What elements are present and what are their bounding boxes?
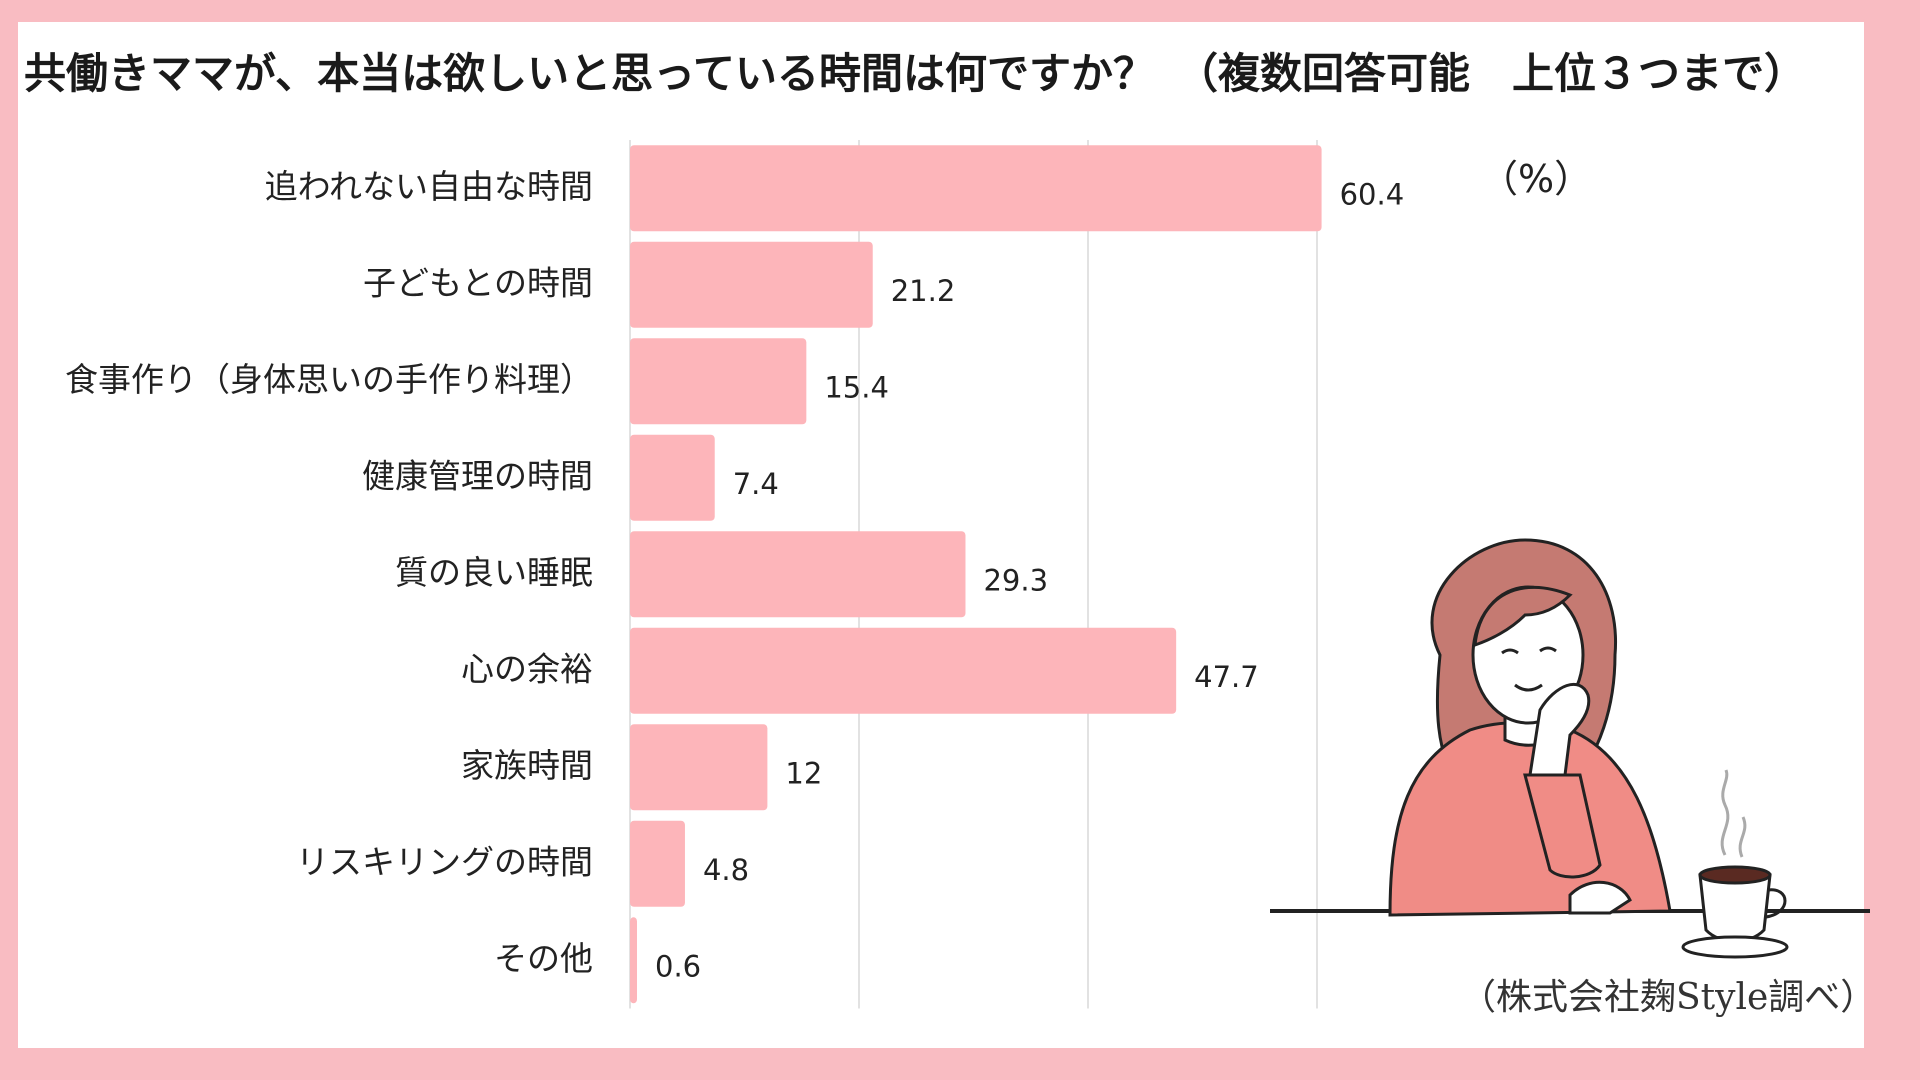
bar — [630, 820, 685, 907]
steam — [1720, 769, 1730, 856]
bar — [630, 917, 637, 1004]
data-label: 21.2 — [891, 274, 956, 308]
data-label: 29.3 — [983, 563, 1048, 597]
category-label: 追われない自由な時間 — [265, 167, 593, 206]
data-label: 12 — [785, 756, 822, 790]
data-label: 15.4 — [824, 370, 889, 404]
category-label: 食事作り（身体思いの手作り料理） — [65, 360, 593, 399]
woman-with-coffee-illustration — [1270, 538, 1870, 959]
category-label: 家族時間 — [461, 746, 593, 785]
data-label: 60.4 — [1340, 177, 1405, 211]
bar — [630, 627, 1177, 714]
data-label: 7.4 — [733, 467, 779, 501]
category-label: 質の良い睡眠 — [395, 553, 593, 592]
data-label: 0.6 — [655, 949, 701, 983]
hand — [1528, 682, 1591, 777]
bar — [630, 724, 768, 811]
bar — [630, 531, 966, 618]
data-label: 47.7 — [1194, 660, 1259, 694]
bar — [630, 145, 1322, 232]
coffee-cup — [1698, 873, 1772, 943]
saucer — [1681, 935, 1789, 959]
category-label: 健康管理の時間 — [362, 456, 593, 495]
bar — [630, 338, 807, 425]
sweater — [1388, 721, 1672, 917]
arm — [1523, 773, 1602, 879]
bar — [630, 434, 715, 521]
bar — [630, 241, 873, 328]
category-label: リスキリングの時間 — [296, 842, 593, 881]
chart-title: 共働きママが、本当は欲しいと思っている時間は何ですか？ （複数回答可能 上位３つ… — [24, 49, 1807, 98]
unit-label: （%） — [1480, 157, 1593, 201]
category-label: 心の余裕 — [461, 649, 593, 688]
source-credit: （株式会社麹Style調べ） — [1460, 977, 1877, 1018]
category-label: その他 — [494, 939, 593, 978]
category-label: 子どもとの時間 — [363, 263, 593, 302]
data-label: 4.8 — [703, 853, 749, 887]
